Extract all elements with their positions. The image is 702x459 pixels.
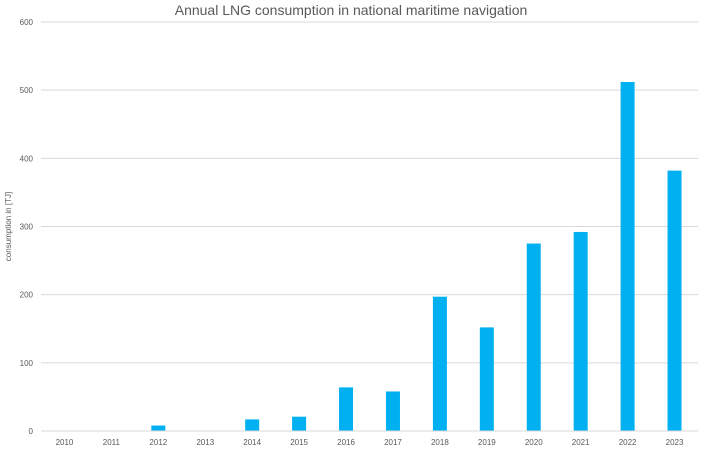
x-tick-label: 2010: [56, 438, 74, 447]
y-tick-label: 100: [20, 359, 34, 368]
x-tick-label: 2019: [478, 438, 496, 447]
x-tick-label: 2013: [196, 438, 214, 447]
y-tick-label: 600: [20, 18, 34, 27]
bar: [385, 391, 400, 431]
x-tick-label: 2011: [103, 438, 121, 447]
y-tick-label: 300: [20, 223, 34, 232]
bar: [620, 81, 635, 431]
x-tick-label: 2023: [666, 438, 684, 447]
chart-title: Annual LNG consumption in national marit…: [174, 2, 528, 18]
bar: [432, 296, 447, 431]
x-tick-label: 2017: [384, 438, 402, 447]
x-tick-label: 2015: [290, 438, 308, 447]
bar: [339, 387, 354, 431]
y-tick-label: 500: [20, 86, 34, 95]
y-tick-label: 400: [20, 154, 34, 163]
bar: [245, 419, 260, 431]
x-tick-label: 2022: [619, 438, 637, 447]
bar: [526, 243, 541, 431]
bar: [151, 425, 166, 431]
bar: [292, 416, 307, 431]
bar: [573, 231, 588, 431]
x-tick-label: 2018: [431, 438, 449, 447]
y-tick-label: 0: [29, 427, 34, 436]
bar: [479, 327, 494, 431]
x-tick-label: 2021: [572, 438, 590, 447]
x-tick-label: 2016: [337, 438, 355, 447]
y-axis-label: consumption in [TJ]: [4, 192, 13, 261]
x-tick-label: 2012: [149, 438, 167, 447]
x-tick-label: 2020: [525, 438, 543, 447]
y-tick-label: 200: [20, 291, 34, 300]
bar: [667, 170, 682, 431]
x-tick-label: 2014: [243, 438, 261, 447]
